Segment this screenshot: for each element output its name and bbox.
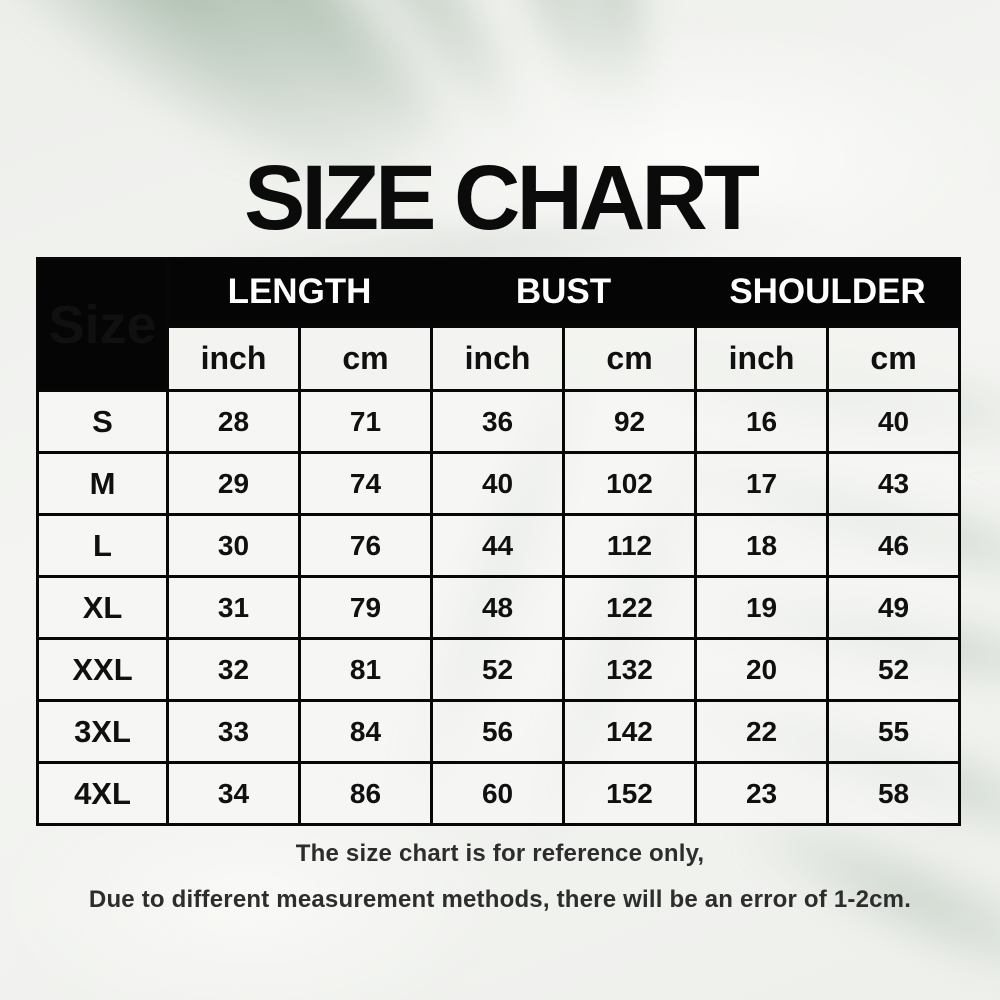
measurement-cell: 20 (694, 637, 830, 702)
unit-header-bust-inch: inch (430, 323, 566, 392)
measurement-cell: 132 (562, 637, 698, 702)
table-row: M 29 74 40 102 17 43 (36, 451, 962, 516)
table-row: S 28 71 36 92 16 40 (36, 389, 962, 454)
measurement-cell: 60 (430, 761, 566, 826)
table-row: XL 31 79 48 122 19 49 (36, 575, 962, 640)
measurement-cell: 84 (297, 699, 434, 764)
column-group-length: LENGTH (165, 257, 434, 327)
size-corner-header: Size (36, 257, 169, 392)
measurement-cell: 86 (297, 761, 434, 826)
measurement-cell: 33 (166, 699, 301, 764)
size-label: 3XL (36, 699, 169, 764)
measurement-cell: 29 (166, 451, 301, 516)
measurement-cell: 40 (826, 389, 962, 454)
measurement-cell: 49 (826, 575, 962, 640)
column-group-bust: BUST (430, 257, 698, 327)
measurement-cell: 23 (694, 761, 830, 826)
table-row: XXL 32 81 52 132 20 52 (36, 637, 962, 702)
measurement-cell: 92 (562, 389, 698, 454)
measurement-cell: 19 (694, 575, 830, 640)
measurement-cell: 46 (826, 513, 962, 578)
unit-header-bust-cm: cm (562, 323, 698, 392)
unit-header-shoulder-inch: inch (694, 323, 830, 392)
measurement-cell: 44 (430, 513, 566, 578)
footer-note-2: Due to different measurement methods, th… (88, 886, 912, 913)
table-row: 3XL 33 84 56 142 22 55 (36, 699, 962, 764)
size-chart-table: Size LENGTH BUST SHOULDER inch cm inch c… (36, 257, 962, 826)
size-table-body: S 28 71 36 92 16 40 M 29 74 40 102 17 43 L 30 76 44 112 18 4… (36, 389, 962, 826)
measurement-cell: 102 (562, 451, 698, 516)
footer-note-1: The size chart is for reference only, (295, 840, 705, 867)
measurement-cell: 16 (694, 389, 830, 454)
table-row: L 30 76 44 112 18 46 (36, 513, 962, 578)
size-label: S (36, 389, 169, 454)
measurement-cell: 79 (297, 575, 434, 640)
measurement-cell: 32 (166, 637, 301, 702)
unit-header-length-inch: inch (166, 323, 301, 392)
measurement-cell: 30 (166, 513, 301, 578)
size-label: 4XL (36, 761, 169, 826)
unit-header-shoulder-cm: cm (826, 323, 962, 392)
measurement-cell: 142 (562, 699, 698, 764)
measurement-cell: 76 (297, 513, 434, 578)
measurement-cell: 122 (562, 575, 698, 640)
measurement-cell: 81 (297, 637, 434, 702)
measurement-cell: 17 (694, 451, 830, 516)
measurement-cell: 56 (430, 699, 566, 764)
page-title: SIZE CHART (244, 147, 760, 249)
measurement-cell: 40 (430, 451, 566, 516)
size-label: M (36, 451, 169, 516)
size-label: XXL (36, 637, 169, 702)
measurement-cell: 43 (826, 451, 962, 516)
measurement-cell: 58 (826, 761, 962, 826)
measurement-cell: 18 (694, 513, 830, 578)
measurement-cell: 52 (430, 637, 566, 702)
table-row: 4XL 34 86 60 152 23 58 (36, 761, 962, 826)
size-label: L (36, 513, 169, 578)
measurement-cell: 74 (297, 451, 434, 516)
measurement-cell: 52 (826, 637, 962, 702)
measurement-cell: 112 (562, 513, 698, 578)
measurement-cell: 152 (562, 761, 698, 826)
column-group-shoulder: SHOULDER (694, 257, 962, 327)
measurement-cell: 55 (826, 699, 962, 764)
measurement-cell: 28 (166, 389, 301, 454)
measurement-cell: 48 (430, 575, 566, 640)
unit-header-length-cm: cm (297, 323, 434, 392)
background-highlight (390, 20, 1000, 300)
size-label: XL (36, 575, 169, 640)
measurement-cell: 22 (694, 699, 830, 764)
measurement-cell: 36 (430, 389, 566, 454)
measurement-cell: 31 (166, 575, 301, 640)
measurement-cell: 71 (297, 389, 434, 454)
measurement-cell: 34 (166, 761, 301, 826)
